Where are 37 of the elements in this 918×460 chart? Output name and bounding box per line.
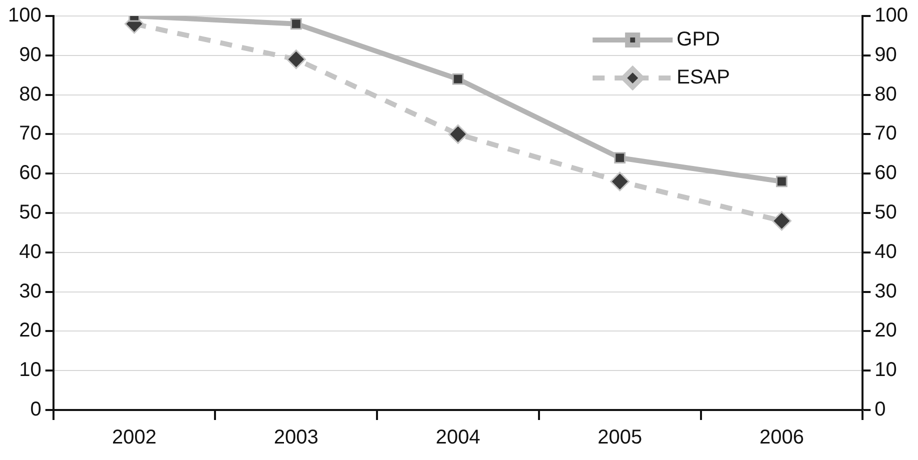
point	[614, 152, 626, 164]
point	[286, 50, 306, 70]
y-tick-label: 20	[19, 320, 42, 342]
y2-tick-label: 60	[874, 162, 897, 184]
y2-tick-label: 70	[874, 122, 897, 145]
point	[448, 124, 468, 144]
y2-tick-label: 40	[874, 240, 897, 263]
y-tick-label: 10	[19, 359, 42, 382]
legend-label: ESAP	[676, 66, 730, 89]
x-tick-label: 2003	[274, 426, 318, 449]
y-tick-label: 50	[19, 202, 42, 224]
y2-tick-label: 90	[874, 44, 897, 66]
y2-tick-label: 20	[874, 320, 897, 342]
point	[776, 176, 788, 188]
point	[772, 211, 792, 231]
y2-tick-label: 100	[874, 4, 908, 27]
x-tick-label: 2004	[436, 426, 480, 449]
legend-label: GPD	[676, 28, 720, 51]
y-tick-label: 90	[19, 44, 42, 66]
y-tick-label: 40	[19, 240, 42, 263]
y2-tick-label: 50	[874, 202, 897, 224]
point	[290, 18, 302, 30]
y2-tick-label: 10	[874, 359, 897, 382]
y-tick-label: 30	[19, 280, 42, 302]
x-tick-label: 2005	[598, 426, 642, 449]
x-tick-label: 2002	[112, 426, 157, 449]
x-tick-label: 2006	[759, 426, 804, 449]
y-tick-label: 0	[30, 398, 42, 421]
y-tick-label: 80	[19, 83, 42, 106]
y-tick-label: 60	[19, 162, 42, 184]
y-tick-label: 100	[8, 4, 42, 27]
y2-tick-label: 0	[874, 398, 886, 421]
y-tick-label: 70	[19, 122, 42, 145]
y2-tick-label: 30	[874, 280, 897, 302]
point	[610, 172, 630, 192]
point	[452, 73, 464, 85]
y2-tick-label: 80	[874, 83, 897, 106]
